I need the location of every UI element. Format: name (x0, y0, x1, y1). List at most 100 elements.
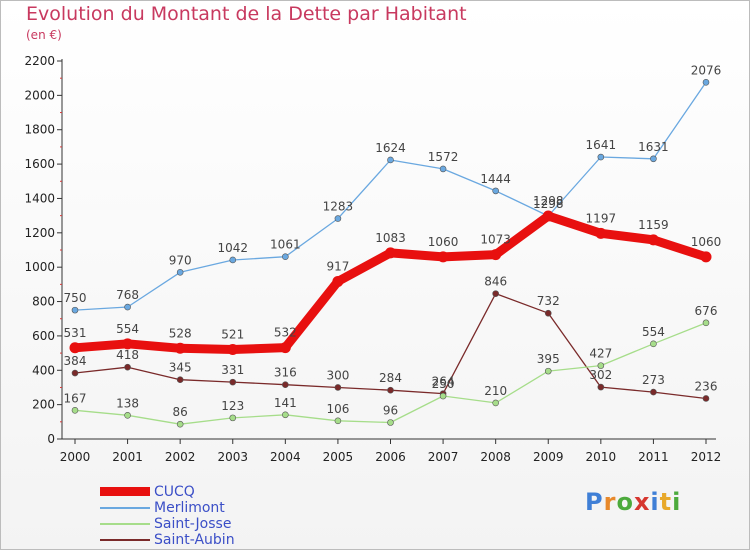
data-label-saint-aubin: 300 (326, 368, 349, 382)
data-point-saint-aubin (597, 383, 605, 391)
data-point-saint-aubin (387, 386, 394, 394)
data-label-saint-aubin: 284 (379, 371, 402, 385)
data-label-cucq: 1298 (533, 194, 564, 208)
data-label-saint-josse: 141 (274, 396, 297, 410)
data-label-saint-aubin: 273 (642, 373, 665, 387)
legend-label-saint-aubin: Saint-Aubin (154, 532, 235, 548)
legend-swatch-merlimont (100, 507, 150, 509)
data-point-merlimont (492, 187, 499, 195)
data-label-saint-josse: 395 (537, 352, 560, 366)
y-tick-label: 200 (32, 398, 55, 412)
y-tick-label: 800 (32, 295, 55, 309)
y-tick-label: 1000 (24, 260, 55, 274)
y-tick-label: 600 (32, 329, 55, 343)
x-tick-label: 2006 (375, 450, 406, 464)
series-line-merlimont (74, 81, 707, 311)
chart-title: Evolution du Montant de la Dette par Hab… (26, 3, 467, 25)
data-label-saint-aubin: 236 (695, 379, 718, 393)
data-label-saint-aubin: 331 (221, 363, 244, 377)
y-tick-label: 1600 (24, 157, 55, 171)
legend-label-cucq: CUCQ (154, 484, 195, 500)
data-label-cucq: 917 (326, 259, 349, 273)
data-label-merlimont: 768 (116, 288, 139, 302)
data-point-merlimont (387, 156, 394, 164)
y-tick-label: 2000 (24, 88, 55, 102)
legend-swatch-cucq (100, 487, 150, 496)
data-point-saint-aubin (544, 309, 552, 317)
legend-swatch-saint-aubin (100, 539, 150, 541)
data-label-merlimont: 2076 (691, 63, 722, 77)
data-label-saint-josse: 138 (116, 396, 139, 410)
data-label-saint-josse: 106 (326, 402, 349, 416)
data-point-merlimont (229, 256, 237, 264)
data-label-saint-josse: 96 (383, 404, 398, 418)
x-tick-label: 2001 (112, 450, 143, 464)
data-label-saint-josse: 676 (695, 304, 718, 318)
data-point-cucq (437, 251, 449, 263)
data-point-cucq (647, 234, 659, 246)
data-label-cucq: 528 (169, 326, 192, 340)
data-label-saint-josse: 123 (221, 399, 244, 413)
data-point-merlimont (71, 306, 79, 314)
logo-letter: o (616, 488, 634, 516)
data-point-merlimont (597, 153, 605, 161)
data-point-saint-josse (597, 362, 605, 369)
legend-label-merlimont: Merlimont (154, 500, 225, 516)
data-label-saint-aubin: 418 (116, 348, 139, 362)
data-point-cucq (69, 342, 81, 354)
data-label-saint-aubin: 316 (274, 366, 297, 380)
data-label-saint-aubin: 264 (432, 375, 455, 389)
proxiti-logo: Proxiti (585, 488, 681, 516)
logo-letter: x (633, 488, 651, 516)
data-label-cucq: 554 (116, 322, 139, 336)
data-label-saint-josse: 554 (642, 325, 665, 339)
data-label-cucq: 521 (221, 327, 244, 341)
x-tick-label: 2004 (270, 450, 301, 464)
x-tick-label: 2011 (638, 450, 669, 464)
x-tick-label: 2010 (586, 450, 617, 464)
data-label-cucq: 1073 (480, 233, 511, 247)
data-point-saint-josse (229, 414, 237, 422)
data-label-saint-aubin: 384 (64, 354, 87, 368)
x-tick-label: 2007 (428, 450, 459, 464)
logo-letter: i (650, 488, 660, 516)
x-tick-label: 2000 (60, 450, 91, 464)
data-point-cucq (595, 227, 607, 239)
data-label-cucq: 532 (274, 326, 297, 340)
data-label-saint-josse: 210 (484, 384, 507, 398)
data-point-saint-josse (439, 392, 447, 400)
data-label-cucq: 531 (64, 326, 87, 340)
data-point-cucq (227, 343, 239, 355)
y-tick-label: 0 (47, 432, 55, 446)
data-point-merlimont (176, 269, 184, 276)
data-point-cucq (700, 251, 712, 263)
y-tick-label: 2200 (24, 54, 55, 68)
data-point-cucq (542, 210, 554, 222)
data-point-saint-aubin (71, 369, 79, 377)
data-label-cucq: 1060 (691, 235, 722, 249)
data-label-merlimont: 1298 (533, 197, 564, 211)
data-point-saint-aubin (334, 384, 342, 391)
data-label-saint-aubin: 846 (484, 275, 507, 289)
data-label-merlimont: 1624 (375, 141, 406, 155)
data-point-saint-josse (282, 411, 289, 419)
data-label-saint-josse: 250 (432, 377, 455, 391)
data-point-saint-aubin (282, 381, 289, 389)
data-label-cucq: 1060 (428, 235, 459, 249)
x-tick-label: 2012 (691, 450, 722, 464)
data-point-cucq (385, 247, 396, 259)
data-point-merlimont (334, 215, 342, 222)
data-point-saint-josse (387, 419, 394, 426)
data-point-merlimont (124, 303, 131, 311)
data-label-merlimont: 1042 (217, 241, 248, 255)
chart-subtitle: (en €) (26, 28, 62, 42)
data-point-saint-aubin (492, 290, 499, 297)
logo-letter: r (603, 488, 617, 516)
y-tick-label: 1200 (24, 226, 55, 240)
data-point-cucq (332, 275, 344, 287)
data-point-cucq (279, 342, 291, 354)
x-tick-label: 2002 (165, 450, 196, 464)
data-point-merlimont (439, 165, 447, 173)
